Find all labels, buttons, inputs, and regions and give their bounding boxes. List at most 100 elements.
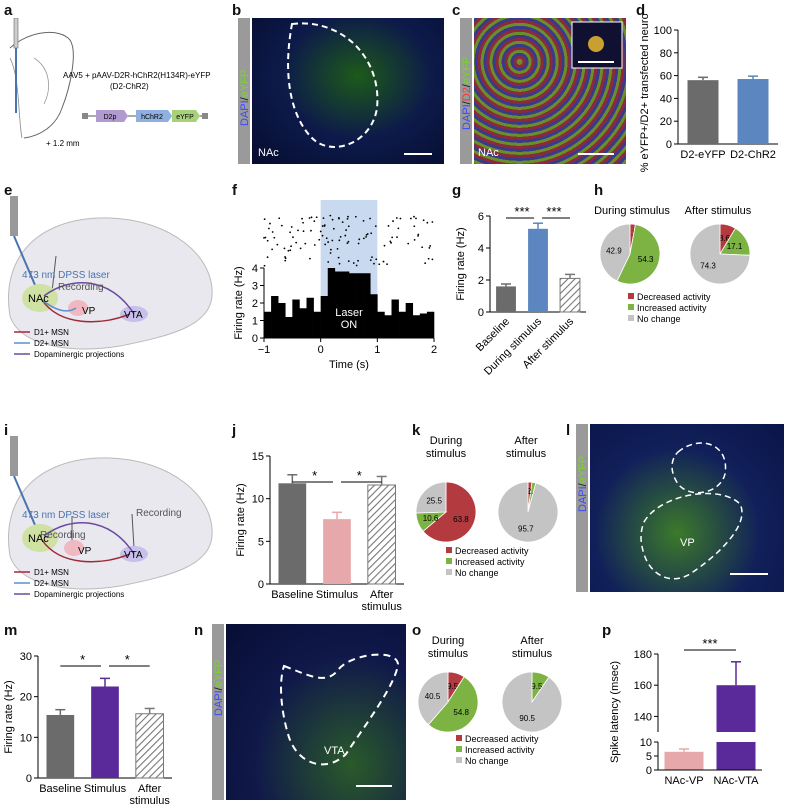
x-tick-label: 2 xyxy=(431,344,437,356)
pie-slice xyxy=(689,223,751,285)
raster-spike xyxy=(308,217,311,219)
y-tick-label: 5 xyxy=(258,536,264,548)
significance-label: * xyxy=(80,652,85,667)
raster-spike xyxy=(426,221,429,224)
psth-bin xyxy=(349,273,357,338)
raster-spike xyxy=(387,225,390,227)
raster-spike xyxy=(322,217,325,220)
x-tick-label: 0 xyxy=(318,344,324,356)
pie-title: During xyxy=(430,435,462,447)
panel-label-b: b xyxy=(232,2,242,19)
raster-spike xyxy=(284,259,287,262)
region-label-l: VP xyxy=(680,537,695,549)
raster-spike xyxy=(390,241,392,244)
raster-spike xyxy=(396,236,398,238)
dapi-label-l: DAPI xyxy=(577,486,589,512)
significance-label: * xyxy=(312,468,317,483)
legend-label: Increased activity xyxy=(455,557,525,567)
raster-spike xyxy=(347,215,349,218)
pie-title: After xyxy=(520,635,544,647)
raster-spike xyxy=(302,230,305,233)
raster-spike xyxy=(324,243,327,246)
raster-spike xyxy=(391,236,394,239)
psth-bin xyxy=(370,294,378,338)
pie-slice-label: 90.5 xyxy=(519,714,535,723)
region-label-c: NAc xyxy=(478,147,499,159)
pie-slice-label: 17.1 xyxy=(727,242,743,251)
x-tick-label: After xyxy=(138,783,162,795)
raster-spike xyxy=(389,240,392,243)
y-tick-label: 140 xyxy=(634,711,652,723)
raster-spike xyxy=(289,249,292,252)
raster-spike xyxy=(304,242,307,245)
psth-bin xyxy=(341,271,350,338)
pie-slice xyxy=(417,671,449,726)
raster-spike xyxy=(327,241,330,243)
raster-spike xyxy=(269,222,271,225)
panel-l-micrograph: VP xyxy=(590,424,784,592)
pie-slice-label: 10.6 xyxy=(423,514,439,523)
nac-label-i: NAc xyxy=(28,533,49,545)
x-tick-label: D2-eYFP xyxy=(680,149,725,161)
pie-slice-label: 9.5 xyxy=(531,682,543,691)
raster-spike xyxy=(323,225,326,227)
psth-bin xyxy=(299,308,307,338)
bar-d2-eyfp xyxy=(687,80,719,144)
raster-spike xyxy=(313,244,316,246)
legend-label: No change xyxy=(455,568,499,578)
eyfp-label-n: eYFP xyxy=(213,659,225,688)
raster-spike xyxy=(407,242,410,245)
bar-after-stimulus xyxy=(367,484,397,585)
raster-spike xyxy=(263,236,265,239)
legend-da-i: Dopaminergic projections xyxy=(34,590,124,599)
y-tick-label: 20 xyxy=(660,116,672,128)
legend-swatch xyxy=(456,746,462,752)
pie-title: During xyxy=(432,635,464,647)
y-axis-label: Firing rate (Hz) xyxy=(455,227,467,300)
raster-spike xyxy=(290,226,293,228)
raster-spike xyxy=(383,244,386,247)
y-tick-label: 100 xyxy=(654,25,672,37)
pie-title: During stimulus xyxy=(594,205,670,217)
x-tick-label: During stimulus xyxy=(482,315,544,377)
raster-spike xyxy=(327,261,330,263)
raster-spike xyxy=(344,234,347,237)
laser-on-label: ON xyxy=(341,319,358,331)
raster-spike xyxy=(338,262,341,265)
y-tick-label: 80 xyxy=(660,48,672,60)
raster-spike xyxy=(357,259,359,262)
pie-slice-label: 9.5 xyxy=(447,682,459,691)
legend-swatch xyxy=(628,315,634,321)
significance-label: * xyxy=(357,468,362,483)
x-tick-label: D2-ChR2 xyxy=(730,149,776,161)
x-tick-label: NAc-VP xyxy=(664,775,703,787)
y-tick-label: 15 xyxy=(252,451,264,463)
panel-label-p: p xyxy=(602,622,612,639)
chart-d: 0 20 40 60 80 100 D2-eYFP D2-ChR2 % eYFP+/D2+ tr… xyxy=(639,14,778,172)
raster-spike xyxy=(310,229,312,232)
psth-bin xyxy=(327,268,336,338)
eyfp-label-b: eYFP xyxy=(239,69,251,98)
raster-spike xyxy=(345,229,347,231)
hchr2-label: hChR2 xyxy=(141,114,163,121)
raster-spike xyxy=(318,238,321,241)
psth-bin xyxy=(405,303,414,338)
legend-d2-e: D2+ MSN xyxy=(34,339,69,348)
raster-spike xyxy=(362,219,365,222)
raster-spike xyxy=(331,239,334,242)
pie-slice-label: 8.6 xyxy=(719,234,731,243)
raster-spike xyxy=(347,225,350,228)
significance-label: *** xyxy=(514,204,529,219)
dapi-label-b: DAPI xyxy=(239,100,251,126)
raster-spike xyxy=(289,231,292,234)
raster-spike xyxy=(427,257,430,260)
raster-spike xyxy=(292,236,294,239)
raster-spike xyxy=(386,263,388,266)
raster-spike xyxy=(347,240,350,243)
psth-bin xyxy=(377,311,385,338)
raster-spike xyxy=(276,243,279,246)
panel-label-j: j xyxy=(232,422,237,439)
raster-spike xyxy=(263,218,266,221)
legend-d1-e: D1+ MSN xyxy=(34,328,69,337)
